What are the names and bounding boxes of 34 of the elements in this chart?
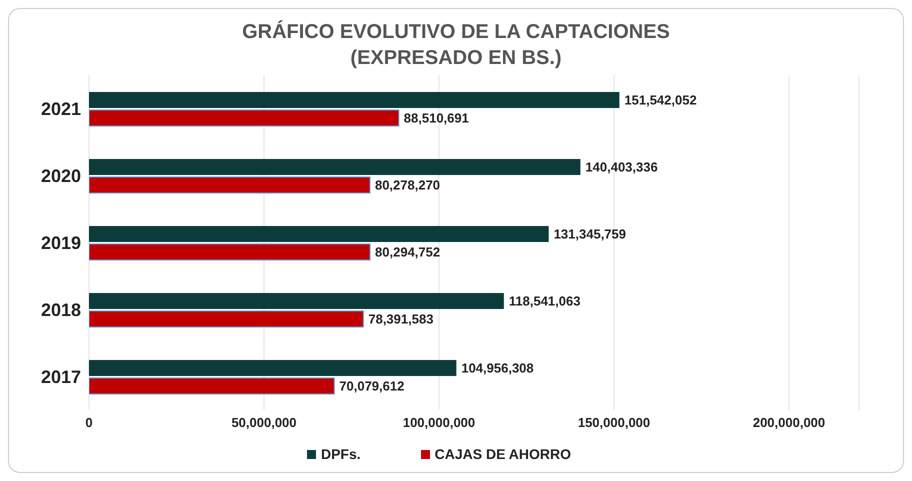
y-tick-label: 2017	[40, 366, 81, 387]
y-tick-label: 2020	[40, 166, 81, 186]
y-tick-label: 2019	[40, 232, 81, 253]
data-label: 118,541,063	[508, 294, 580, 309]
data-label: 131,345,759	[554, 226, 626, 242]
data-label: 104,956,308	[461, 360, 534, 376]
x-tick-label: 50,000,000	[231, 415, 297, 430]
x-tick-label: 150,000,000	[578, 415, 650, 430]
data-label: 151,542,052	[624, 92, 697, 108]
y-tick-label: 2018	[40, 300, 81, 320]
bar	[89, 159, 580, 175]
y-tick-label: 2021	[40, 98, 81, 119]
data-label: 80,278,270	[374, 178, 440, 193]
bar	[89, 110, 400, 126]
bar	[89, 293, 504, 309]
bar	[89, 244, 371, 260]
bar	[89, 378, 335, 394]
x-tick-label: 200,000,000	[752, 415, 826, 430]
bar	[89, 176, 370, 194]
x-tick-label: 0	[85, 415, 93, 430]
legend-label: CAJAS DE AHORRO	[434, 446, 572, 462]
data-label: 70,079,612	[339, 378, 404, 394]
bar	[89, 226, 549, 242]
data-label: 80,294,752	[375, 244, 440, 260]
chart-subtitle: (EXPRESADO EN BS.)	[349, 46, 563, 71]
bar	[89, 360, 456, 376]
x-tick-label: 100,000,000	[402, 415, 476, 430]
data-label: 140,403,336	[585, 160, 658, 175]
chart-title: GRÁFICO EVOLUTIVO DE LA CAPTACIONES	[241, 19, 671, 45]
legend-label: DPFs.	[320, 446, 361, 462]
bar	[89, 310, 364, 328]
data-label: 88,510,691	[404, 110, 469, 126]
bar	[89, 92, 620, 108]
data-label: 78,391,583	[368, 312, 434, 327]
